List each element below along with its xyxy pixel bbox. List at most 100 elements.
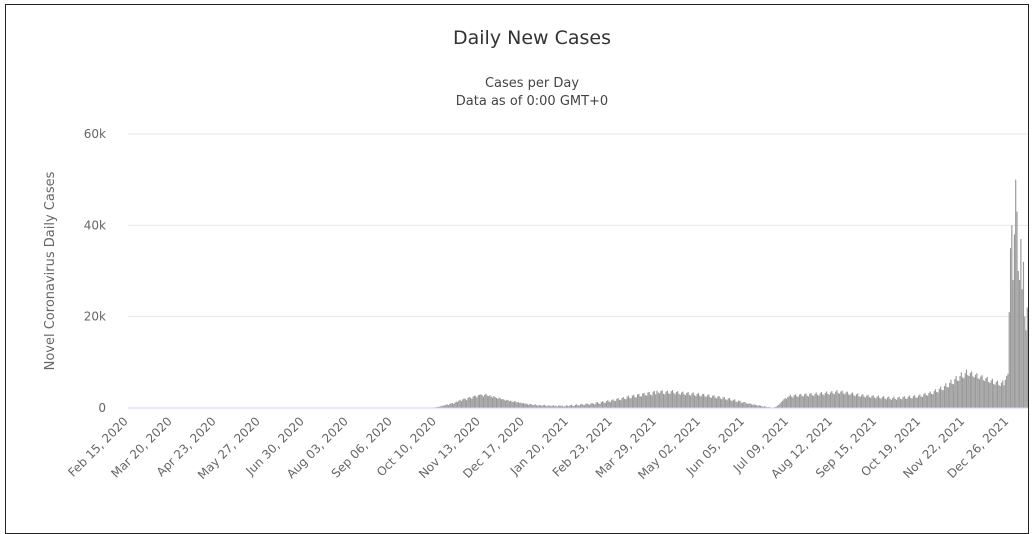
bar — [795, 394, 796, 408]
bar — [1001, 383, 1002, 408]
bar — [461, 401, 462, 408]
bar — [984, 381, 985, 408]
bar — [637, 394, 638, 408]
bar — [988, 382, 989, 408]
bar — [504, 400, 505, 408]
bar — [483, 397, 484, 408]
bar — [966, 370, 967, 408]
bar — [923, 394, 924, 408]
bar — [926, 395, 927, 408]
bar — [997, 381, 998, 408]
bar — [449, 404, 450, 408]
bar — [803, 397, 804, 408]
bar — [862, 394, 863, 408]
bar — [527, 404, 528, 408]
y-tick-label: 40k — [84, 218, 106, 232]
bar — [981, 375, 982, 408]
bar — [467, 398, 468, 408]
bar — [914, 395, 915, 408]
bar — [722, 397, 723, 408]
bar — [485, 394, 486, 408]
bar — [968, 376, 969, 408]
bar — [979, 379, 980, 408]
chart-subtitle: Data as of 0:00 GMT+0 — [456, 94, 608, 109]
bar — [808, 397, 809, 408]
bar — [954, 379, 955, 408]
bar — [517, 403, 518, 408]
bar — [735, 402, 736, 408]
bar — [943, 390, 944, 408]
bar — [813, 396, 814, 408]
bar — [1014, 234, 1015, 408]
bar — [510, 401, 511, 408]
bar — [681, 392, 682, 408]
bar — [834, 394, 835, 408]
bar — [469, 397, 470, 408]
bar — [592, 403, 593, 408]
bar — [647, 392, 648, 408]
bar — [654, 391, 655, 408]
bar — [682, 392, 683, 408]
bar — [874, 397, 875, 408]
bar — [940, 387, 941, 408]
bar — [646, 396, 647, 408]
bar — [944, 386, 945, 408]
bar — [783, 399, 784, 408]
bar — [702, 394, 703, 408]
bar — [513, 402, 514, 408]
bar — [636, 397, 637, 408]
bar — [586, 403, 587, 408]
bar — [697, 394, 698, 408]
bar — [655, 394, 656, 408]
y-tick-label: 20k — [84, 310, 106, 324]
bar — [695, 396, 696, 408]
bar — [1022, 289, 1023, 408]
bar — [893, 397, 894, 408]
bar — [826, 392, 827, 408]
y-tick-label: 60k — [84, 127, 106, 141]
bar — [798, 397, 799, 408]
bar — [452, 403, 453, 408]
bar — [867, 395, 868, 408]
bar — [848, 394, 849, 408]
bar — [897, 397, 898, 408]
bar — [698, 393, 699, 408]
bar — [842, 391, 843, 408]
bar — [658, 392, 659, 408]
bar — [871, 396, 872, 408]
bar — [905, 398, 906, 408]
bar — [840, 392, 841, 408]
bar — [474, 396, 475, 408]
bar — [915, 397, 916, 408]
bar — [978, 378, 979, 408]
bar — [827, 394, 828, 408]
bar — [685, 395, 686, 408]
bar — [686, 393, 687, 408]
bar — [932, 394, 933, 408]
bar — [887, 397, 888, 408]
bar — [927, 396, 928, 408]
bar — [465, 399, 466, 408]
bar — [633, 395, 634, 408]
bar — [687, 392, 688, 408]
bar — [447, 404, 448, 408]
bar — [993, 384, 994, 408]
bar — [484, 395, 485, 408]
bar — [603, 403, 604, 408]
bar — [864, 397, 865, 408]
bar — [852, 392, 853, 408]
bar — [715, 397, 716, 408]
bar — [890, 399, 891, 408]
bar — [498, 397, 499, 408]
bar — [506, 400, 507, 408]
bar — [900, 399, 901, 408]
bar — [983, 380, 984, 408]
bar — [869, 397, 870, 408]
bar — [673, 393, 674, 408]
bar — [967, 375, 968, 408]
bar — [524, 404, 525, 408]
bar — [505, 401, 506, 408]
bar — [493, 396, 494, 408]
bar — [460, 400, 461, 408]
bar — [1015, 180, 1016, 408]
